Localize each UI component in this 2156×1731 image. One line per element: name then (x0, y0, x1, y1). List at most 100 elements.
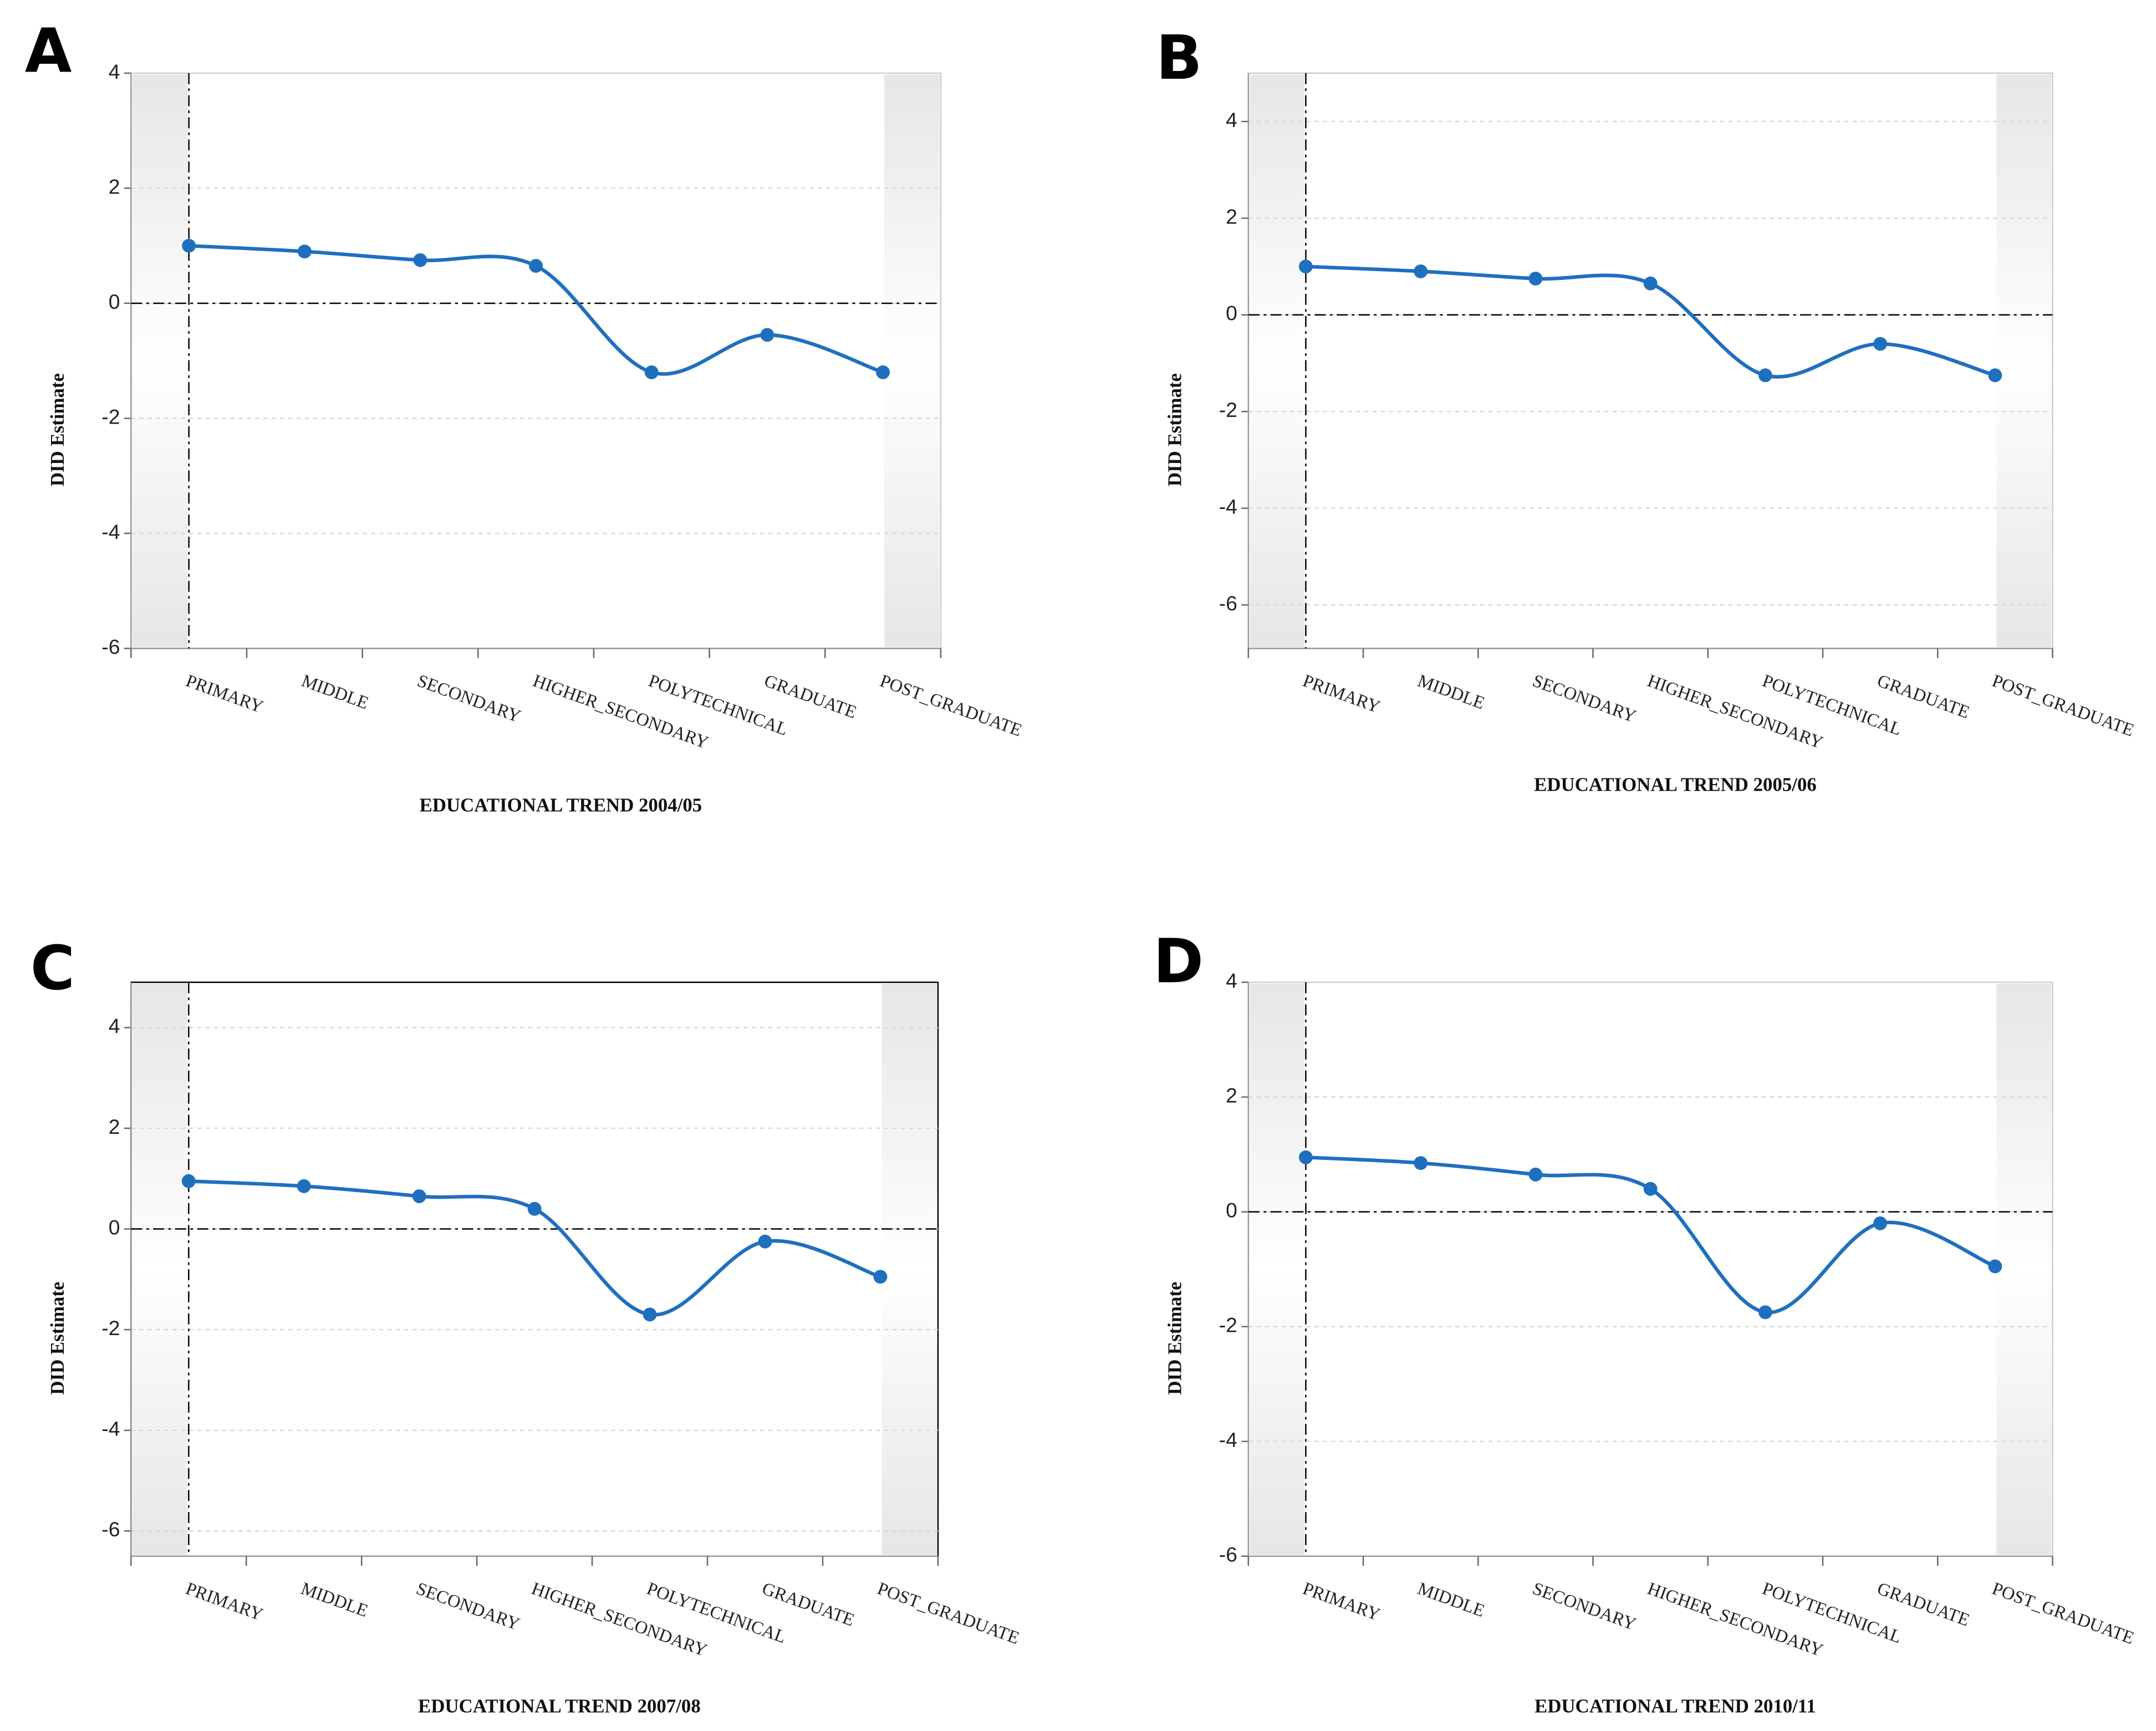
data-point (758, 1234, 772, 1249)
x-tick-label: SECONDARY (414, 1578, 522, 1634)
y-tick-label: -6 (101, 1518, 120, 1541)
y-tick-label: 2 (1226, 1083, 1237, 1107)
y-axis-title: DID Estimate (1164, 1282, 1185, 1395)
x-tick-label: PRIMARY (183, 1578, 266, 1625)
data-point (1643, 276, 1658, 291)
x-tick-label: POST_GRADUATE (875, 1578, 1022, 1648)
data-point (1873, 337, 1887, 351)
y-tick-label: -4 (101, 1417, 120, 1440)
plot-background (1247, 981, 2053, 1557)
data-point (1988, 1259, 2002, 1274)
x-tick-label: PRIMARY (1300, 670, 1383, 717)
y-tick-label: 0 (1226, 302, 1237, 325)
data-point (297, 1179, 311, 1193)
data-point (412, 1189, 426, 1203)
y-tick-label: -4 (101, 520, 120, 543)
y-axis-title: DID Estimate (47, 1282, 68, 1395)
data-point (643, 1307, 657, 1322)
y-tick-label: -4 (1219, 495, 1237, 518)
y-tick-label: -6 (101, 635, 120, 658)
y-tick-label: -2 (1219, 1313, 1237, 1337)
data-point (181, 1174, 196, 1188)
data-point (1643, 1182, 1658, 1196)
data-point (182, 238, 196, 253)
data-point (1414, 264, 1428, 278)
y-tick-label: 2 (1226, 205, 1237, 228)
data-point (529, 259, 543, 273)
x-tick-label: POST_GRADUATE (1990, 1578, 2137, 1648)
data-point (1988, 368, 2002, 383)
data-point (1873, 1216, 1887, 1230)
x-axis-title: EDUCATIONAL TREND 2010/11 (1535, 1695, 1816, 1717)
edge-shade (132, 74, 188, 647)
data-point (1758, 1305, 1772, 1320)
edge-shade (1996, 74, 2051, 647)
y-tick-label: 0 (109, 290, 120, 313)
data-point (876, 365, 890, 379)
data-point (1298, 259, 1313, 274)
edge-shade (1250, 74, 1304, 647)
y-tick-label: 4 (1226, 108, 1237, 131)
y-tick-label: 4 (1226, 969, 1237, 992)
y-tick-label: 0 (109, 1215, 120, 1239)
panel-label: A (25, 15, 72, 86)
data-point (1758, 368, 1772, 383)
edge-shade (884, 74, 940, 647)
x-tick-label: GRADUATE (1875, 670, 1972, 722)
panel-label: C (30, 933, 75, 1004)
y-tick-label: 0 (1226, 1199, 1237, 1222)
x-tick-label: MIDDLE (298, 1578, 370, 1621)
x-tick-label: MIDDLE (299, 670, 371, 713)
y-tick-label: -6 (1219, 1543, 1237, 1566)
y-tick-label: -2 (101, 1316, 120, 1340)
data-point (297, 245, 312, 259)
panel-label: B (1156, 22, 1202, 93)
plot-background (130, 981, 939, 1557)
x-tick-label: GRADUATE (762, 670, 859, 722)
x-tick-label: SECONDARY (415, 670, 523, 726)
y-tick-label: -6 (1219, 592, 1237, 615)
edge-shade (1250, 984, 1304, 1555)
data-point (1528, 1167, 1543, 1182)
x-tick-label: PRIMARY (184, 670, 266, 717)
y-axis-title: DID Estimate (47, 373, 68, 486)
x-axis-title: EDUCATIONAL TREND 2007/08 (418, 1695, 701, 1717)
x-axis-title: EDUCATIONAL TREND 2004/05 (420, 795, 702, 816)
data-point (527, 1201, 542, 1216)
y-tick-label: -2 (101, 405, 120, 428)
y-axis-title: DID Estimate (1164, 373, 1185, 486)
panel-label: D (1153, 926, 1204, 997)
data-point (1298, 1150, 1313, 1164)
y-tick-label: 2 (109, 1115, 120, 1138)
edge-shade (132, 984, 187, 1555)
x-tick-label: SECONDARY (1530, 670, 1639, 726)
data-point (760, 328, 774, 342)
data-point (1528, 272, 1543, 286)
x-axis-title: EDUCATIONAL TREND 2005/06 (1534, 773, 1817, 795)
x-tick-label: POST_GRADUATE (1990, 670, 2137, 740)
data-point (644, 365, 659, 379)
x-tick-label: MIDDLE (1415, 670, 1487, 713)
edge-shade (881, 984, 937, 1555)
x-tick-label: GRADUATE (760, 1578, 857, 1630)
data-point (413, 253, 427, 267)
data-point (1414, 1156, 1428, 1170)
x-tick-label: GRADUATE (1875, 1578, 1972, 1630)
x-tick-label: SECONDARY (1530, 1578, 1639, 1634)
plot-background (130, 72, 942, 649)
y-tick-label: 2 (109, 175, 120, 198)
plot-background (1247, 72, 2053, 649)
x-tick-label: PRIMARY (1300, 1578, 1383, 1625)
x-tick-label: POST_GRADUATE (878, 670, 1025, 740)
y-tick-label: -4 (1219, 1428, 1237, 1452)
y-tick-label: 4 (109, 1014, 120, 1037)
y-tick-label: -2 (1219, 398, 1237, 421)
data-point (873, 1270, 888, 1284)
x-tick-label: MIDDLE (1415, 1578, 1487, 1621)
edge-shade (1996, 984, 2051, 1555)
